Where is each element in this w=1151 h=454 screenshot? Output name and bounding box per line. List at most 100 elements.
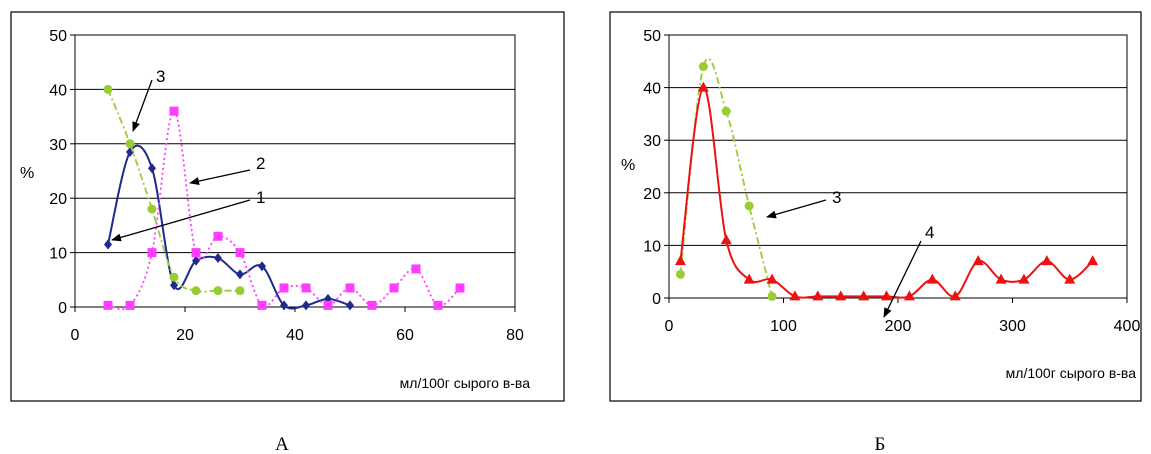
chart-a-series-2-point xyxy=(455,283,465,293)
chart-b-series-3-point xyxy=(721,106,731,116)
chart-a-annotation-2-arrow xyxy=(189,169,251,186)
chart-a: 0 10 20 30 40 50 0 20 40 60 80 % мл/100г сырого в… xyxy=(10,11,565,454)
chart-a-series-2-point xyxy=(169,106,179,116)
chart-a-series-2-point xyxy=(389,283,399,293)
chart-a-ytick-label: 40 xyxy=(49,82,67,99)
chart-b-series-4-point xyxy=(789,290,801,301)
chart-b-annotation-3-arrow xyxy=(766,199,827,219)
chart-a-ylabel: % xyxy=(20,165,34,182)
chart-a-ytick-label: 20 xyxy=(49,191,67,208)
chart-b-xtick-label: 100 xyxy=(770,318,797,335)
chart-b-ytick-label: 20 xyxy=(643,186,661,203)
chart-a-series-1-point xyxy=(346,300,354,311)
chart-b-annotation-3: 3 xyxy=(832,188,841,207)
chart-a-series-2-point xyxy=(257,300,267,310)
chart-b-ytick-label: 10 xyxy=(643,238,661,255)
chart-a-series-2-point xyxy=(367,300,377,310)
chart-a-series-3-point xyxy=(125,139,135,149)
chart-a-annotation-3-arrow xyxy=(132,79,153,132)
chart-b-series-4-point xyxy=(1064,273,1076,284)
chart-a-series-3-point xyxy=(235,286,245,296)
chart-a-series-2-point xyxy=(103,300,113,310)
chart-b-xtick-label: 400 xyxy=(1114,318,1141,335)
chart-a-xtick-label: 0 xyxy=(71,327,80,344)
chart-b-series-4-point xyxy=(903,290,915,301)
chart-a-series-2-point xyxy=(323,300,333,310)
chart-a-series-1-point xyxy=(236,269,244,280)
chart-b-series-3-point xyxy=(675,269,685,279)
chart-a-series-1-point xyxy=(148,163,156,174)
chart-b-ylabel: % xyxy=(621,157,635,174)
chart-b-series-4-point xyxy=(674,255,686,266)
chart-b-series-4-point xyxy=(858,290,870,301)
chart-b-series-4-point xyxy=(766,273,778,284)
chart-a-annotation-3: 3 xyxy=(156,67,165,86)
chart-b-series-4-point xyxy=(835,290,847,301)
chart-a-series-2-point xyxy=(235,248,245,258)
chart-a-xtick-label: 40 xyxy=(286,327,304,344)
chart-a-series-3-point xyxy=(169,272,179,282)
chart-a-series-2-point xyxy=(411,264,421,274)
chart-b-annotation-4-arrow xyxy=(883,240,922,318)
chart-a-series-2-point xyxy=(125,300,135,310)
chart-b-ytick-label: 40 xyxy=(643,81,661,98)
chart-a-series-1-point xyxy=(192,255,200,266)
chart-a-series-1-point xyxy=(104,239,112,250)
chart-a-xtick-label: 80 xyxy=(506,327,524,344)
chart-a-series-3-point xyxy=(103,84,113,94)
chart-a-plot-area xyxy=(74,34,516,308)
chart-b-series-3-point xyxy=(744,201,754,211)
chart-b-series-4-point xyxy=(1087,255,1099,266)
chart-a-series-2-point xyxy=(345,283,355,293)
chart-b-xlabel: мл/100г сырого в-ва xyxy=(1006,365,1137,381)
chart-a-series-2-point xyxy=(279,283,289,293)
chart-a-series-2-point xyxy=(191,248,201,258)
chart-b-series-4-point xyxy=(926,273,938,284)
chart-a-annotation-1: 1 xyxy=(256,188,265,207)
chart-a-panel-label: А xyxy=(275,434,289,454)
chart-b-xtick-label: 0 xyxy=(665,318,674,335)
chart-b-xtick-label: 300 xyxy=(999,318,1026,335)
chart-a-ytick-label: 30 xyxy=(49,137,67,154)
chart-a-series-2-point xyxy=(147,248,157,258)
chart-b-ytick-label: 50 xyxy=(643,28,661,45)
chart-a-xtick-label: 20 xyxy=(176,327,194,344)
chart-b-series-4-point xyxy=(812,290,824,301)
chart-b-series-4-point xyxy=(995,273,1007,284)
chart-a-ytick-label: 0 xyxy=(58,300,67,317)
chart-b-panel-label: Б xyxy=(875,434,886,454)
chart-b-xtick-label: 200 xyxy=(885,318,912,335)
chart-b-series-3-point xyxy=(767,291,777,301)
chart-b-series-4-point xyxy=(720,234,732,245)
chart-b-series-4-point xyxy=(743,273,755,284)
chart-b-series-4-point xyxy=(881,290,893,301)
chart-b-series-4-point xyxy=(1018,273,1030,284)
chart-a-series-3-point xyxy=(191,286,201,296)
chart-a-series-3-point xyxy=(213,286,223,296)
chart-a-series-1-point xyxy=(302,300,310,311)
chart-a-series-2-point xyxy=(301,283,311,293)
chart-a-annotation-2: 2 xyxy=(256,154,265,173)
chart-a-ytick-label: 50 xyxy=(49,28,67,45)
chart-a-series-1-point xyxy=(170,280,178,291)
chart-b-series-4-point xyxy=(1041,255,1053,266)
chart-b-series-4-point xyxy=(697,81,709,92)
chart-a-ytick-label: 10 xyxy=(49,246,67,263)
chart-a-series-2-point xyxy=(213,231,223,241)
chart-b-series-4-point xyxy=(972,255,984,266)
chart-a-xlabel: мл/100г сырого в-ва xyxy=(400,375,531,391)
chart-a-series-2-point xyxy=(433,300,443,310)
chart-a-series-1-point xyxy=(258,261,266,272)
chart-a-annotation-1-arrow xyxy=(111,199,251,242)
chart-a-series-1-point xyxy=(280,300,288,311)
chart-b-plot-area xyxy=(668,34,1128,299)
chart-b-ytick-label: 0 xyxy=(652,291,661,308)
chart-a-series-1-point xyxy=(214,253,222,264)
chart-b-series-3-point xyxy=(698,62,708,72)
chart-b: 0 10 20 30 40 50 0 100 200 300 400 % мл/100г сыро… xyxy=(609,11,1142,454)
chart-b-ytick-label: 30 xyxy=(643,133,661,150)
chart-b-annotation-4: 4 xyxy=(925,223,934,242)
chart-a-xtick-label: 60 xyxy=(396,327,414,344)
chart-b-series-4-point xyxy=(949,290,961,301)
